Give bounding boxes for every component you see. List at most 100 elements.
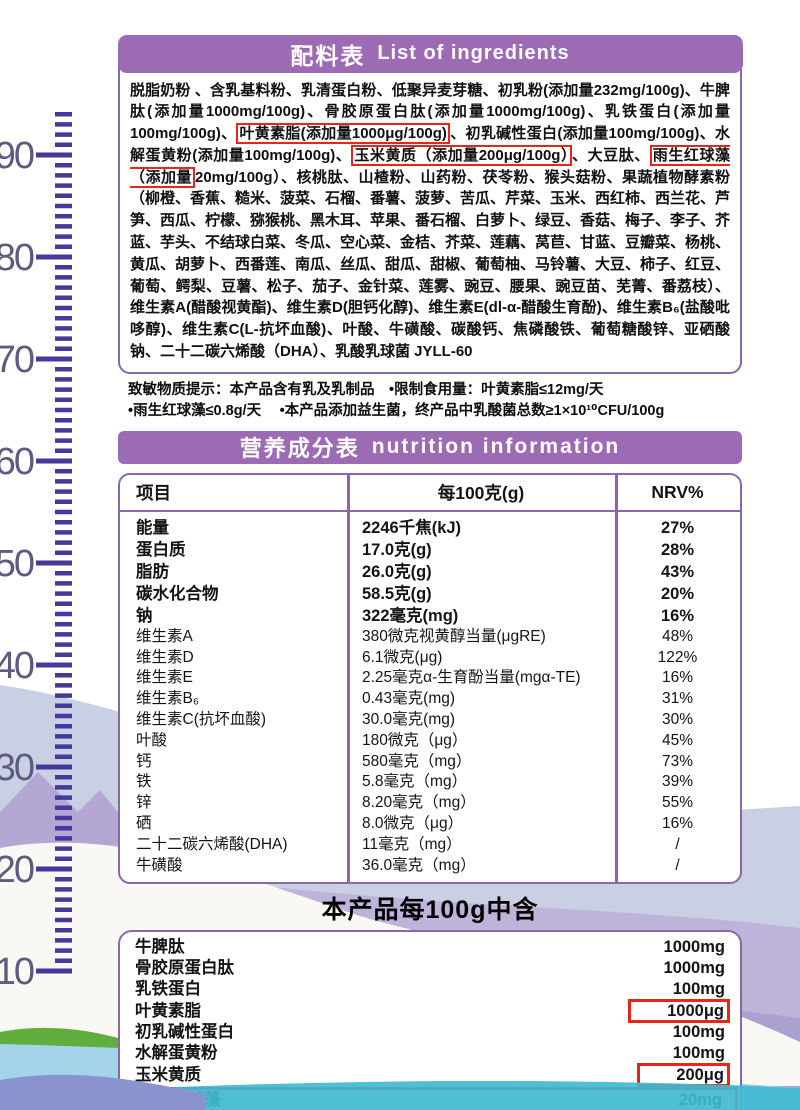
component-name: 骨胶原蛋白肽 [135, 959, 234, 978]
nutrient-nrv: 31% [661, 690, 694, 708]
per-100g-row: 玉米黄质 200μg [120, 1063, 740, 1088]
component-amount: 200μg [637, 1063, 730, 1088]
nutrient-nrv: 16% [660, 606, 695, 625]
nutrient-nrv: 48% [661, 627, 694, 645]
nutrient-name: 脂肪 [136, 562, 169, 581]
ingredients-title-en: List of ingredients [377, 42, 570, 64]
nutrient-name: 硒 [136, 815, 152, 833]
component-amount: 20mg [678, 1091, 722, 1110]
nutrient-name: 锌 [136, 794, 152, 812]
nutrition-row: 碳水化合物 58.5克(g) 20% [120, 583, 740, 605]
nutrient-nrv: 45% [661, 731, 694, 749]
nutrition-rows: 能量 2246千焦(kJ) 27% 蛋白质 17.0克(g) 28% 脂肪 26.0克(g) 4… [120, 512, 740, 877]
nutrient-value: 26.0克(g) [362, 562, 432, 581]
nutrient-name: 牛磺酸 [136, 856, 183, 874]
per-100g-row: 骨胶原蛋白肽 1000mg [120, 958, 740, 979]
measuring-scale-ruler: 90 80 70 60 50 40 30 20 10 [0, 111, 72, 993]
table-divider-2 [615, 474, 618, 883]
component-name: 叶黄素脂 [135, 1001, 201, 1020]
nutrient-value: 8.0微克（μg） [362, 815, 464, 833]
per-100g-row: 雨生红球藻 20mg [122, 1087, 738, 1110]
ingredients-title-zh: 配料表 [290, 42, 366, 69]
nutrient-nrv: 39% [661, 773, 694, 791]
ingredient-text: 、大豆肽、 [572, 146, 650, 164]
per-100g-table: 牛脾肽 1000mg 骨胶原蛋白肽 1000mg 乳铁蛋白 100mg 叶黄素脂 1000μg… [118, 930, 742, 1110]
component-name: 初乳碱性蛋白 [135, 1023, 234, 1042]
nutrition-row: 钙 580毫克（mg） 73% [120, 752, 740, 773]
nutrient-nrv: / [675, 835, 680, 853]
nutrient-value: 180微克（μg） [362, 731, 468, 749]
nutrition-row: 钠 322毫克(mg) 16% [120, 605, 740, 627]
component-amount: 1000mg [663, 938, 725, 957]
nutrient-name: 铁 [136, 773, 152, 791]
nutrition-row: 锌 8.20毫克（mg） 55% [120, 793, 740, 814]
nutrition-title-zh: 营养成分表 [239, 436, 360, 462]
ingredient-highlighted: 叶黄素脂(添加量1000μg/100g) [236, 123, 450, 145]
nutrient-value: 17.0克(g) [362, 540, 432, 559]
nutrient-nrv: / [675, 856, 680, 874]
per-100g-row: 叶黄素脂 1000μg [120, 999, 740, 1024]
nutrient-name: 能量 [136, 518, 169, 537]
ingredient-text: 脱脂奶粉 、含乳基料粉、乳清蛋白粉、低聚异麦芽糖、初乳粉(添加量232mg/10… [130, 81, 730, 143]
allergen-line-1: 致敏物质提示：本产品含有乳及乳制品 •限制食用量：叶黄素脂≤12mg/天 [128, 381, 604, 398]
ingredient-text: 、初乳碱性蛋白(添加量100mg/100g)、水解蛋黄粉(添加量100mg/10… [130, 125, 730, 164]
per-100g-heading: 本产品每100g中含 [321, 896, 539, 925]
nutrient-value: 11毫克（mg） [362, 835, 462, 853]
nutrient-value: 8.20毫克（mg） [362, 794, 476, 812]
nutrition-row: 二十二碳六烯酸(DHA) 11毫克（mg） / [120, 835, 740, 856]
nutrient-value: 6.1微克(μg) [362, 648, 443, 666]
ingredients-section: 配料表 List of ingredients 脱脂奶粉 、含乳基料粉、乳清蛋白… [117, 34, 743, 374]
nutrition-table: 项目 每100克(g) NRV% 能量 2246千焦(kJ) 27% 蛋白质 17.0克… [118, 472, 742, 885]
component-amount: 1000μg [628, 999, 730, 1024]
nutrient-nrv: 43% [660, 562, 695, 581]
nutrient-name: 叶酸 [136, 731, 168, 749]
ruler-label: 50 [0, 543, 34, 585]
nutrient-name: 钙 [136, 752, 152, 770]
ruler-label: 30 [0, 747, 34, 789]
component-name: 牛脾肽 [135, 938, 185, 957]
allergen-line-2: •雨生红球藻≤0.8g/天 •本产品添加益生菌，终产品中乳酸菌总数≥1×10¹⁰… [128, 402, 665, 419]
allergen-notice: 致敏物质提示：本产品含有乳及乳制品 •限制食用量：叶黄素脂≤12mg/天 •雨生… [128, 380, 742, 422]
nutrition-row: 硒 8.0微克（μg） 16% [120, 814, 740, 835]
nutrition-row: 维生素A 380微克视黄醇当量(μgRE) 48% [120, 627, 740, 648]
ingredient-highlighted: 雨生红球藻（添加量 [130, 144, 730, 188]
nutrient-value: 0.43毫克(mg) [362, 690, 456, 708]
ruler-label: 80 [0, 237, 34, 279]
nutrient-value: 2246千焦(kJ) [362, 518, 462, 537]
nutrient-nrv: 27% [660, 518, 695, 537]
per-100g-row: 乳铁蛋白 100mg [120, 979, 740, 1000]
nutrition-row: 能量 2246千焦(kJ) 27% [120, 517, 740, 539]
col-header-item: 项目 [136, 482, 171, 503]
label-content: 配料表 List of ingredients 脱脂奶粉 、含乳基料粉、乳清蛋白… [117, 34, 743, 1110]
nutrient-nrv: 122% [657, 648, 698, 666]
component-name: 玉米黄质 [135, 1065, 201, 1084]
nutrient-nrv: 73% [661, 752, 694, 770]
nutrient-value: 380微克视黄醇当量(μgRE) [362, 627, 546, 645]
nutrition-table-header-row: 项目 每100克(g) NRV% [120, 475, 740, 512]
lavender-mountain [0, 772, 150, 862]
nutrition-header-band: 营养成分表 nutrition information [118, 430, 742, 464]
nutrient-value: 36.0毫克（mg） [362, 856, 476, 874]
nutrient-name: 碳水化合物 [136, 584, 219, 603]
nutrient-value: 5.8毫克（mg） [362, 773, 468, 791]
nutrition-row: 脂肪 26.0克(g) 43% [120, 561, 740, 583]
ruler-label: 90 [0, 135, 34, 177]
nutrition-row: 维生素D 6.1微克(μg) 122% [120, 648, 740, 669]
nutrient-name: 钠 [136, 606, 153, 625]
ingredients-list-text: 脱脂奶粉 、含乳基料粉、乳清蛋白粉、低聚异麦芽糖、初乳粉(添加量232mg/10… [130, 80, 730, 363]
nutrient-name: 维生素B₆ [136, 690, 200, 708]
nutrition-row: 蛋白质 17.0克(g) 28% [120, 539, 740, 561]
ingredient-text: 20mg/100g）、核桃肽、山楂粉、山药粉、茯苓粉、猴头菇粉、果蔬植物酵素粉（… [130, 168, 731, 361]
table-divider-1 [347, 474, 350, 883]
nutrient-value: 322毫克(mg) [362, 606, 459, 625]
nutrition-row: 维生素E 2.25毫克α-生育酚当量(mgα-TE) 16% [120, 668, 740, 689]
ruler-label: 60 [0, 441, 34, 483]
component-name: 水解蛋黄粉 [135, 1044, 218, 1063]
ruler-label: 40 [0, 645, 34, 687]
col-header-per100g: 每100克(g) [437, 482, 525, 503]
nutrition-title-en: nutrition information [371, 435, 621, 459]
ingredients-header-band: 配料表 List of ingredients [117, 34, 743, 73]
nutrient-nrv: 30% [661, 711, 694, 729]
per-100g-row: 牛脾肽 1000mg [120, 937, 740, 958]
